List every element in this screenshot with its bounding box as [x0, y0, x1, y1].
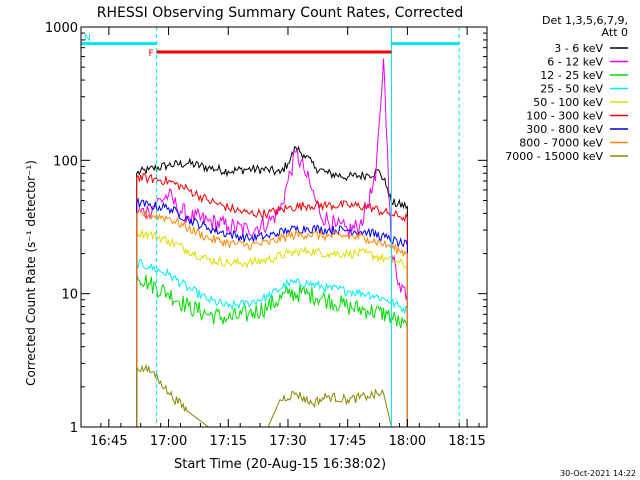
y-axis: 1 10 100 1000 [45, 21, 487, 436]
series-line-50-100-keV [136, 229, 408, 427]
chart-title: RHESSI Observing Summary Count Rates, Co… [97, 5, 463, 21]
x-tick-label: 17:15 [210, 434, 247, 449]
x-axis: 16:45 17:00 17:15 17:30 17:45 18:00 18:15 [80, 27, 486, 449]
series-line-6-12-keV [136, 58, 408, 427]
x-tick-label: 17:30 [269, 434, 306, 449]
legend-label: 100 - 300 keV [526, 110, 603, 123]
y-tick-label: 1 [70, 421, 78, 436]
footer-date: 30-Oct-2021 14:22 [560, 469, 636, 478]
y-tick-label: 1000 [45, 21, 78, 36]
legend-header: Att 0 [602, 26, 628, 39]
series-line-12-25-keV [136, 274, 408, 427]
legend-label: 800 - 7000 keV [519, 137, 603, 150]
series-line-7000-15000-keV [136, 363, 392, 427]
legend-label: 300 - 800 keV [526, 123, 603, 136]
series-line-800-7000-keV [136, 208, 408, 427]
y-axis-label: Corrected Count Rate (s⁻¹ detector⁻¹) [24, 160, 38, 386]
legend-label: 25 - 50 keV [540, 83, 603, 96]
flag-label-N: N [84, 34, 91, 44]
plot-frame [80, 26, 488, 428]
x-tick-label: 17:00 [150, 434, 187, 449]
series-line-25-50-keV [136, 258, 408, 427]
x-tick-label: 18:00 [389, 434, 426, 449]
legend-label: 6 - 12 keV [547, 56, 603, 69]
legend-label: 50 - 100 keV [533, 96, 603, 109]
series-line-100-300-keV [136, 172, 408, 427]
x-axis-label: Start Time (20-Aug-15 16:38:02) [174, 457, 386, 472]
legend-label: 3 - 6 keV [554, 42, 603, 55]
x-tick-label: 17:45 [329, 434, 366, 449]
series-line-3-6-keV [136, 145, 408, 427]
flag-label-F: F [148, 49, 153, 59]
x-tick-label: 18:15 [448, 434, 485, 449]
legend-header: Det 1,3,5,6,7,9, [542, 14, 628, 27]
legend-label: 12 - 25 keV [540, 69, 603, 82]
x-tick-label: 16:45 [90, 434, 127, 449]
y-tick-label: 100 [53, 154, 78, 169]
legend-label: 7000 - 15000 keV [505, 150, 603, 163]
series-line-300-800-keV [136, 197, 408, 427]
plot-area: NF [81, 27, 460, 427]
y-tick-label: 10 [61, 288, 78, 303]
